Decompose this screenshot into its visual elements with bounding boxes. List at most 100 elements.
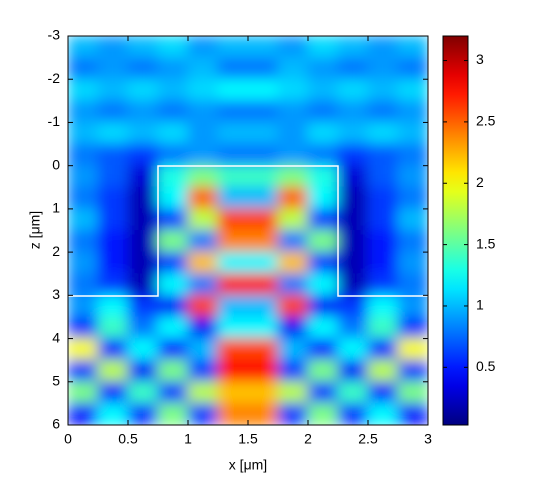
heatmap-cell [247,186,279,210]
heatmap-cell [397,208,428,231]
heatmap-cell [307,208,339,231]
y-tick-label: -1 [48,113,61,129]
heatmap-cell [68,359,99,383]
colorbar-tick-label: 1.5 [476,235,496,251]
heatmap-cell [97,78,129,102]
heatmap-cell [217,208,249,231]
heatmap-cell [367,251,399,275]
heatmap-cell [367,273,399,296]
heatmap-cell [157,338,189,361]
heatmap-cell [247,381,279,404]
heatmap-cell [247,165,279,188]
x-tick-label: 0.5 [118,431,138,447]
heatmap-cell [307,78,339,102]
heatmap-cell [187,208,219,231]
heatmap-cell [307,100,339,123]
heatmap-cell [217,57,249,80]
heatmap-cell [97,338,129,361]
heatmap-cell [397,294,428,318]
heatmap-cell [127,381,159,404]
heatmap-cell [337,338,369,361]
heatmap-cell [157,186,189,210]
y-tick-label: 5 [52,372,60,388]
heatmap-cell [307,57,339,80]
heatmap-cell [247,57,279,80]
heatmap-cell [157,381,189,404]
y-tick-label: 1 [52,200,60,216]
heatmap-cell [367,186,399,210]
heatmap-cell [217,381,249,404]
heatmap-cell [307,338,339,361]
heatmap-cell [367,316,399,340]
heatmap-cell [367,338,399,361]
heatmap-cell [337,359,369,383]
heatmap-cell [157,36,189,59]
heatmap-cell [247,273,279,296]
heatmap-cell [217,402,249,425]
heatmap-cell [397,143,428,167]
heatmap-cell [397,57,428,80]
heatmap-cell [127,230,159,253]
heatmap-cell [127,36,159,59]
heatmap-cell [187,359,219,383]
heatmap-cell [397,36,428,59]
heatmap-cell [68,143,99,167]
heatmap-cell [217,230,249,253]
heatmap-cell [157,316,189,340]
heatmap-cell [187,165,219,188]
heatmap-cell [337,402,369,425]
heatmap-cell [217,78,249,102]
colorbar-tick-label: 3 [476,51,484,67]
heatmap-cell [127,359,159,383]
heatmap-cell [157,100,189,123]
heatmap-cell [157,251,189,275]
heatmap-cell [217,100,249,123]
heatmap-cell [157,273,189,296]
x-tick-label: 1 [184,431,192,447]
heatmap-cell [217,36,249,59]
heatmap-cell [127,186,159,210]
heatmap-cell [247,100,279,123]
heatmap-cell [217,121,249,145]
heatmap-cell [97,36,129,59]
heatmap-cell [247,121,279,145]
heatmap-cell [68,251,99,275]
heatmap-cell [157,402,189,425]
heatmap-cell [97,402,129,425]
heatmap-cell [187,57,219,80]
y-tick-label: 6 [52,416,60,432]
heatmap-cell [97,294,129,318]
heatmap-cell [68,36,99,59]
heatmap-cell [187,143,219,167]
heatmap-cell [397,402,428,425]
heatmap-cell [367,36,399,59]
heatmap-cell [307,316,339,340]
heatmap-cell [367,165,399,188]
heatmap-cell [307,121,339,145]
heatmap-cell [337,36,369,59]
heatmap-cell [367,121,399,145]
heatmap-cell [337,294,369,318]
heatmap-cell [277,100,309,123]
heatmap-cell [337,251,369,275]
heatmap-cell [127,316,159,340]
heatmap-cell [68,230,99,253]
heatmap-cell [277,186,309,210]
heatmap-cell [97,100,129,123]
heatmap-cell [337,57,369,80]
heatmap-cell [307,273,339,296]
heatmap-cell [97,381,129,404]
colorbar [442,35,469,426]
heatmap-cell [397,316,428,340]
heatmap-cell [307,143,339,167]
heatmap-cell [187,121,219,145]
y-tick-label: -3 [48,27,61,43]
heatmap-cell [217,186,249,210]
heatmap-cell [397,359,428,383]
y-axis-label: z [μm] [27,211,43,249]
heatmap-cell [157,143,189,167]
heatmap-cell [187,316,219,340]
heatmap-cell [397,381,428,404]
heatmap-cell [127,100,159,123]
colorbar-tick-label: 2.5 [476,113,496,129]
